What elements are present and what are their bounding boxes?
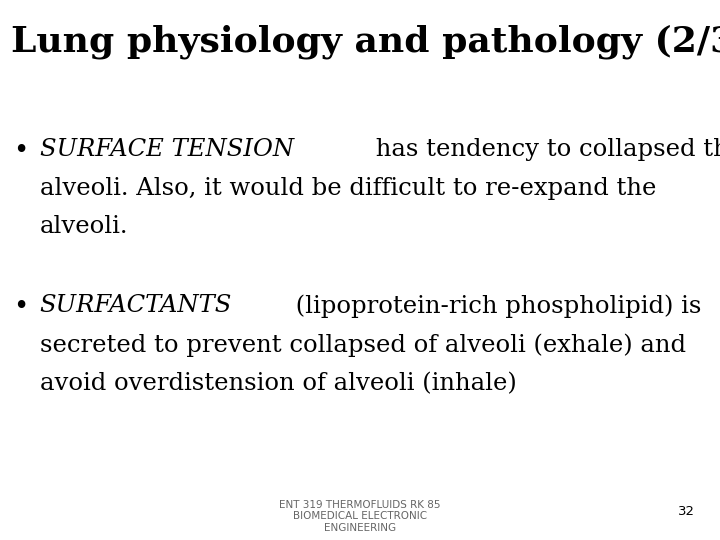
Text: ENT 319 THERMOFLUIDS RK 85
BIOMEDICAL ELECTRONIC
ENGINEERING: ENT 319 THERMOFLUIDS RK 85 BIOMEDICAL EL… xyxy=(279,500,441,532)
Text: •: • xyxy=(13,138,28,164)
Text: secreted to prevent collapsed of alveoli (exhale) and: secreted to prevent collapsed of alveoli… xyxy=(40,333,685,357)
Text: alveoli.: alveoli. xyxy=(40,215,128,239)
Text: avoid overdistension of alveoli (inhale): avoid overdistension of alveoli (inhale) xyxy=(40,372,516,395)
Text: 32: 32 xyxy=(678,505,695,518)
Text: •: • xyxy=(13,294,28,320)
Text: (lipoprotein-rich phospholipid) is: (lipoprotein-rich phospholipid) is xyxy=(288,294,701,318)
Text: alveoli. Also, it would be difficult to re-expand the: alveoli. Also, it would be difficult to … xyxy=(40,177,656,200)
Text: has tendency to collapsed the: has tendency to collapsed the xyxy=(367,138,720,161)
Text: SURFACE TENSION: SURFACE TENSION xyxy=(40,138,294,161)
Text: Lung physiology and pathology (2/3): Lung physiology and pathology (2/3) xyxy=(11,24,720,59)
Text: SURFACTANTS: SURFACTANTS xyxy=(40,294,232,318)
